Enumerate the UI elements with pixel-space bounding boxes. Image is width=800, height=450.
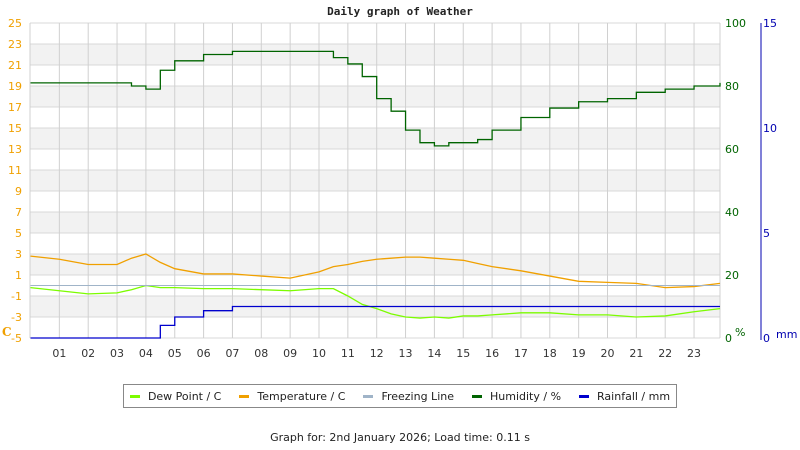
- svg-text:21: 21: [629, 347, 643, 360]
- svg-text:9: 9: [15, 185, 22, 198]
- legend-label: Temperature / C: [257, 389, 346, 403]
- svg-text:21: 21: [8, 59, 22, 72]
- svg-text:07: 07: [225, 347, 239, 360]
- svg-text:13: 13: [399, 347, 413, 360]
- weather-chart: 252321191715131197531-1-3-5C100806040200…: [2, 17, 797, 360]
- svg-text:C: C: [2, 325, 12, 339]
- svg-text:19: 19: [8, 80, 22, 93]
- svg-text:-5: -5: [11, 332, 22, 345]
- freezing-line-swatch: [363, 394, 374, 398]
- svg-text:10: 10: [763, 122, 777, 135]
- footer-status: Graph for: 2nd January 2026; Load time: …: [270, 431, 530, 444]
- svg-text:11: 11: [341, 347, 355, 360]
- legend-label: Humidity / %: [490, 389, 562, 403]
- svg-text:09: 09: [283, 347, 297, 360]
- svg-text:17: 17: [8, 101, 22, 114]
- svg-text:40: 40: [725, 206, 739, 219]
- svg-text:22: 22: [658, 347, 672, 360]
- svg-text:05: 05: [168, 347, 182, 360]
- svg-text:17: 17: [514, 347, 528, 360]
- svg-text:80: 80: [725, 80, 739, 93]
- svg-text:18: 18: [543, 347, 557, 360]
- svg-text:14: 14: [427, 347, 441, 360]
- humidity-swatch: [472, 394, 482, 398]
- svg-text:16: 16: [485, 347, 499, 360]
- legend-item-rainfall: Rainfall / mm: [579, 390, 670, 403]
- svg-text:5: 5: [15, 227, 22, 240]
- svg-text:04: 04: [139, 347, 153, 360]
- svg-text:02: 02: [81, 347, 95, 360]
- legend-label: Dew Point / C: [147, 389, 222, 403]
- svg-text:01: 01: [52, 347, 66, 360]
- svg-text:08: 08: [254, 347, 268, 360]
- svg-text:23: 23: [687, 347, 701, 360]
- svg-text:100: 100: [725, 17, 746, 30]
- chart-title: Daily graph of Weather: [327, 5, 473, 18]
- legend-item-humidity: Humidity / %: [472, 390, 561, 403]
- svg-text:11: 11: [8, 164, 22, 177]
- svg-text:60: 60: [725, 143, 739, 156]
- legend-label: Freezing Line: [381, 389, 454, 403]
- legend-item-freezing-line: Freezing Line: [363, 390, 454, 403]
- svg-text:mm: mm: [776, 328, 797, 341]
- legend-label: Rainfall / mm: [597, 389, 671, 403]
- svg-text:7: 7: [15, 206, 22, 219]
- svg-text:12: 12: [370, 347, 384, 360]
- svg-text:-3: -3: [11, 311, 22, 324]
- svg-text:03: 03: [110, 347, 124, 360]
- legend-item-temperature: Temperature / C: [239, 390, 345, 403]
- svg-text:25: 25: [8, 17, 22, 30]
- svg-text:13: 13: [8, 143, 22, 156]
- svg-text:15: 15: [763, 17, 777, 30]
- svg-text:20: 20: [601, 347, 615, 360]
- svg-text:10: 10: [312, 347, 326, 360]
- svg-text:5: 5: [763, 227, 770, 240]
- svg-text:-1: -1: [11, 290, 22, 303]
- svg-text:06: 06: [197, 347, 211, 360]
- rainfall-swatch: [579, 394, 590, 398]
- temperature-swatch: [239, 394, 250, 398]
- legend-item-dew-point: Dew Point / C: [129, 389, 222, 403]
- svg-text:3: 3: [15, 248, 22, 261]
- svg-text:20: 20: [725, 269, 739, 282]
- svg-text:19: 19: [572, 347, 586, 360]
- dew-point-swatch: [129, 394, 140, 398]
- chart-legend: Dew Point / C Temperature / C Freezing L…: [123, 384, 677, 408]
- svg-text:15: 15: [8, 122, 22, 135]
- svg-text:1: 1: [15, 269, 22, 282]
- svg-text:0: 0: [725, 332, 732, 345]
- svg-text:%: %: [735, 326, 745, 339]
- svg-text:23: 23: [8, 38, 22, 51]
- svg-text:0: 0: [763, 332, 770, 345]
- svg-text:15: 15: [456, 347, 470, 360]
